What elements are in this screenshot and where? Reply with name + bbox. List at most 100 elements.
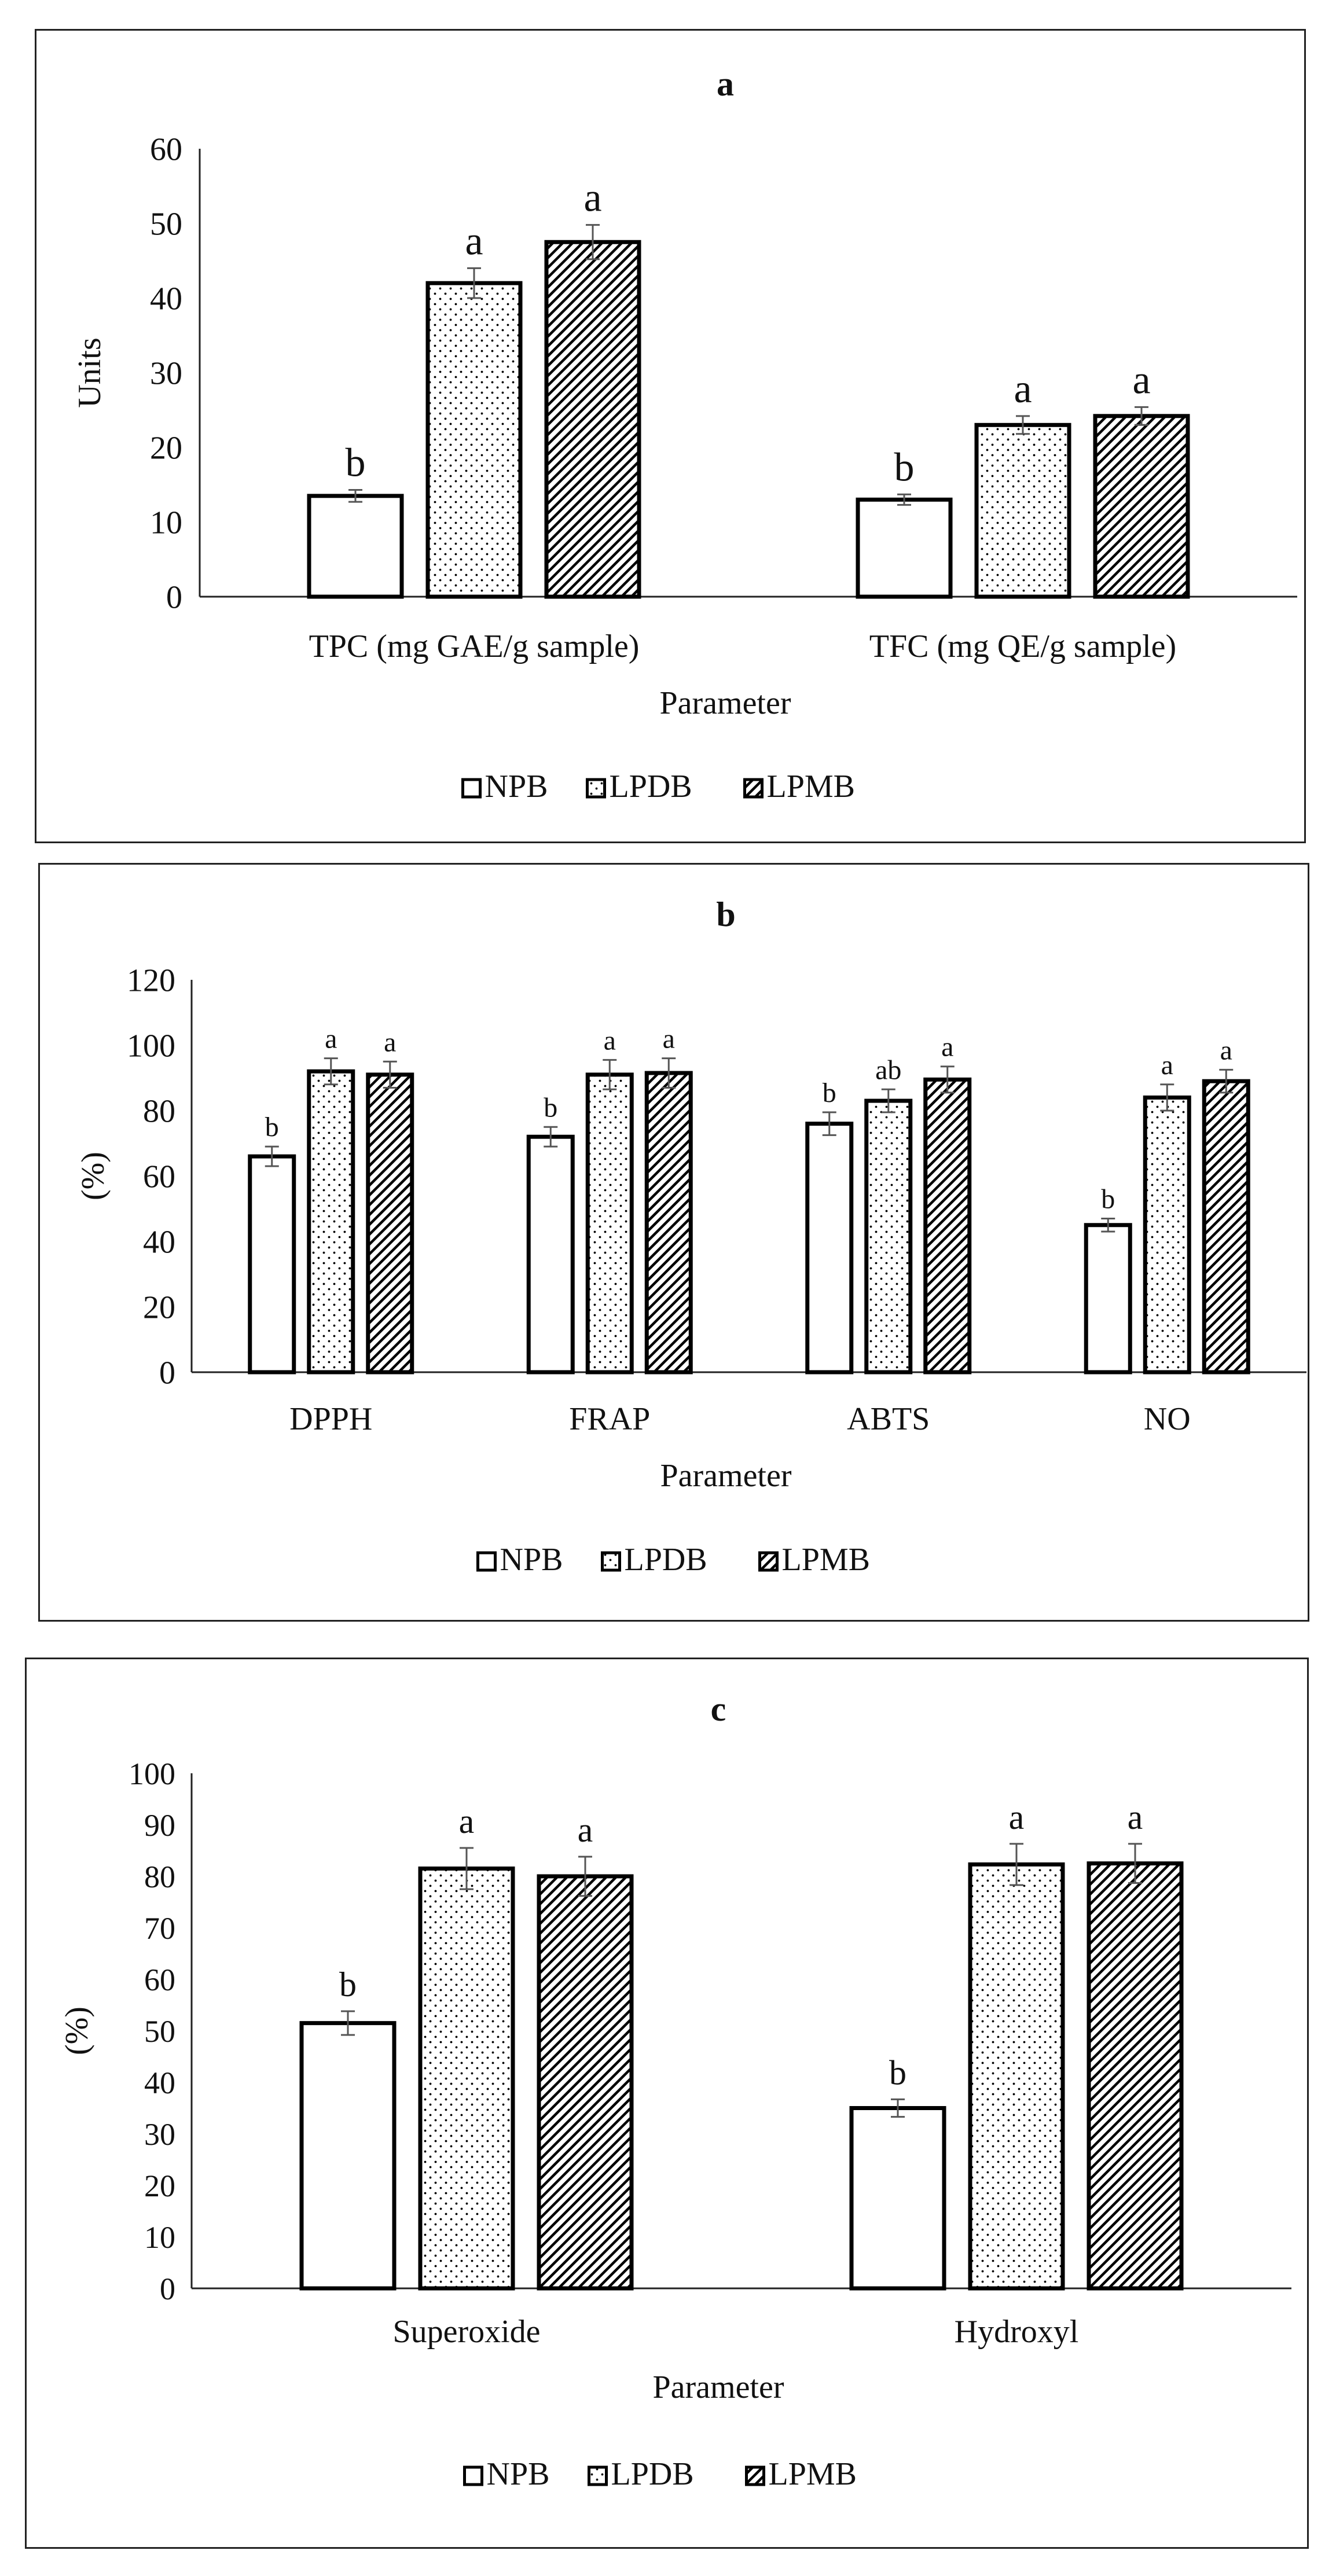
bar-lpdb bbox=[418, 1866, 515, 2291]
x-axis-label: Parameter bbox=[660, 685, 791, 721]
significance-letter: a bbox=[583, 176, 601, 221]
bar-npb bbox=[526, 1134, 575, 1375]
legend-label-lpdb: LPDB bbox=[611, 2456, 694, 2492]
significance-letter: a bbox=[941, 1032, 953, 1063]
y-tick-label: 60 bbox=[144, 1963, 175, 1997]
x-tick-label: TFC (mg QE/g sample) bbox=[869, 629, 1176, 664]
legend: NPB LPDB LPMB bbox=[476, 1542, 871, 1578]
bar-lpdb bbox=[1143, 1095, 1191, 1375]
y-tick-label: 10 bbox=[144, 2220, 175, 2255]
x-axis-label: Parameter bbox=[653, 2369, 784, 2405]
chart-title: c bbox=[711, 1690, 726, 1728]
y-tick-label: 40 bbox=[143, 1225, 175, 1261]
significance-letter: b bbox=[544, 1092, 557, 1123]
bar-lpmb bbox=[1087, 1861, 1184, 2291]
legend-swatch-npb bbox=[476, 1551, 497, 1572]
y-tick-label: 40 bbox=[150, 281, 182, 317]
significance-letter: b bbox=[339, 1965, 357, 2004]
bar-npb bbox=[248, 1154, 296, 1375]
bar-npb bbox=[307, 494, 404, 599]
bar-npb bbox=[856, 497, 953, 599]
chart-panel-c: c 0 10 20 30 40 50 60 70 80 90 100 (%) b a a Superoxide b… bbox=[25, 1658, 1309, 2549]
significance-letter: a bbox=[1009, 1798, 1025, 1836]
significance-letter: a bbox=[1128, 1798, 1143, 1836]
significance-letter: a bbox=[325, 1024, 337, 1054]
bar-lpmb bbox=[537, 1874, 634, 2291]
legend: NPB LPDB LPMB bbox=[463, 2456, 857, 2492]
y-axis-label: (%) bbox=[59, 2007, 95, 2055]
x-tick-label: DPPH bbox=[289, 1401, 372, 1437]
significance-letter: a bbox=[459, 1802, 475, 1840]
bar-lpdb bbox=[425, 281, 523, 599]
legend-swatch-npb bbox=[461, 778, 482, 799]
chart-panel-a: a 0 10 20 30 40 50 60 Units b a a TPC (mg GAE/g samp… bbox=[35, 29, 1306, 843]
legend-swatch-lpdb bbox=[586, 778, 606, 799]
legend-label-lpmb: LPMB bbox=[767, 769, 856, 804]
bar-lpmb bbox=[644, 1071, 693, 1375]
y-tick-label: 20 bbox=[144, 2169, 175, 2203]
x-axis-label: Parameter bbox=[660, 1458, 792, 1494]
y-tick-label: 20 bbox=[143, 1290, 175, 1326]
y-tick-label: 50 bbox=[150, 207, 182, 242]
legend-label-npb: NPB bbox=[485, 769, 548, 804]
legend-label-npb: NPB bbox=[500, 1542, 563, 1578]
legend: NPB LPDB LPMB bbox=[461, 769, 856, 804]
y-tick-label: 100 bbox=[127, 1028, 175, 1064]
bar-lpdb bbox=[864, 1098, 913, 1375]
bar-npb bbox=[1084, 1223, 1132, 1375]
y-tick-label: 10 bbox=[150, 505, 182, 541]
y-tick-label: 0 bbox=[160, 2272, 175, 2306]
y-tick-label: 120 bbox=[127, 963, 175, 999]
legend-label-lpdb: LPDB bbox=[625, 1542, 707, 1578]
y-tick-label: 50 bbox=[144, 2014, 175, 2049]
bar-lpdb bbox=[585, 1072, 634, 1375]
y-tick-label: 0 bbox=[166, 580, 182, 616]
bar-npb bbox=[805, 1122, 854, 1375]
legend-label-lpmb: LPMB bbox=[782, 1542, 871, 1578]
significance-letter: a bbox=[1014, 367, 1032, 411]
significance-letter: a bbox=[578, 1811, 593, 1849]
bar-lpmb bbox=[544, 240, 641, 599]
bar-lpdb bbox=[307, 1069, 355, 1375]
legend-swatch-lpdb bbox=[588, 2465, 608, 2486]
y-tick-label: 60 bbox=[150, 132, 182, 168]
significance-letter: b bbox=[265, 1112, 279, 1142]
y-tick-label: 70 bbox=[144, 1911, 175, 1946]
legend-label-lpmb: LPMB bbox=[769, 2456, 857, 2492]
significance-letter: a bbox=[1220, 1035, 1232, 1065]
x-tick-label: FRAP bbox=[569, 1401, 650, 1437]
significance-letter: a bbox=[384, 1027, 396, 1057]
significance-letter: a bbox=[604, 1025, 616, 1056]
chart-title: b bbox=[716, 895, 735, 934]
y-tick-label: 0 bbox=[159, 1355, 175, 1391]
chart-a-svg: a 0 10 20 30 40 50 60 Units b a a TPC (mg GAE/g samp… bbox=[72, 65, 1297, 804]
x-tick-label: Hydroxyl bbox=[955, 2314, 1079, 2350]
chart-c-svg: c 0 10 20 30 40 50 60 70 80 90 100 (%) b a a Superoxide b… bbox=[59, 1690, 1291, 2492]
significance-letter: a bbox=[1161, 1050, 1173, 1081]
significance-letter: a bbox=[1132, 358, 1150, 402]
legend-swatch-lpmb bbox=[745, 2465, 765, 2486]
legend-swatch-lpdb bbox=[601, 1551, 621, 1572]
significance-letter: ab bbox=[875, 1054, 901, 1085]
significance-letter: b bbox=[823, 1078, 836, 1108]
legend-swatch-lpmb bbox=[758, 1551, 779, 1572]
legend-swatch-npb bbox=[463, 2465, 483, 2486]
x-tick-label: ABTS bbox=[847, 1401, 930, 1437]
bar-lpdb bbox=[974, 422, 1071, 599]
significance-letter: b bbox=[346, 441, 366, 486]
significance-letter: a bbox=[663, 1024, 675, 1054]
y-tick-label: 80 bbox=[143, 1094, 175, 1130]
bar-lpmb bbox=[366, 1072, 414, 1375]
legend-label-npb: NPB bbox=[487, 2456, 550, 2492]
x-tick-label: TPC (mg GAE/g sample) bbox=[309, 629, 640, 664]
legend-label-lpdb: LPDB bbox=[610, 769, 692, 804]
y-axis-label: Units bbox=[72, 337, 108, 407]
y-axis-label: (%) bbox=[75, 1152, 111, 1200]
bar-npb bbox=[849, 2106, 946, 2291]
y-tick-label: 20 bbox=[150, 431, 182, 466]
y-tick-label: 90 bbox=[144, 1808, 175, 1843]
chart-panel-b: b 0 20 40 60 80 100 120 (%) b a a DPPH b a a FRAP b ab a ABT… bbox=[38, 863, 1309, 1622]
significance-letter: b bbox=[889, 2053, 906, 2092]
bar-npb bbox=[299, 2021, 397, 2291]
